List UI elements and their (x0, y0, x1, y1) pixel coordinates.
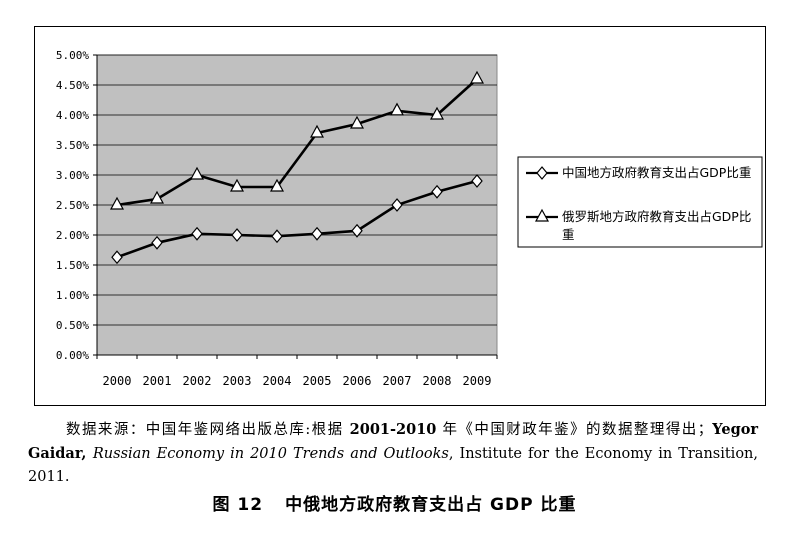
series-line-0 (116, 179, 478, 259)
data-point-1-8 (429, 106, 445, 120)
series-line-1 (116, 78, 478, 207)
legend-box (517, 156, 763, 248)
data-point-0-7 (391, 198, 403, 212)
source-tail: , Institute for the Economy in Transitio… (28, 446, 759, 485)
data-point-0-1 (151, 235, 163, 250)
source-author: Yegor Gaidar, (28, 421, 759, 462)
source-range: 2001-2010 (349, 421, 437, 438)
y-tick-label: 3.50% (56, 139, 89, 152)
figure-number: 图 12 (212, 495, 264, 515)
y-tick-label: 2.50% (56, 199, 89, 212)
x-tick-label: 2009 (463, 374, 492, 388)
legend-label-1: 俄罗斯地方政府教育支出占GDP比 (562, 209, 751, 224)
data-point-1-7 (389, 102, 405, 116)
data-point-0-3 (231, 228, 243, 242)
x-tick-label: 2005 (303, 374, 332, 388)
data-point-0-6 (351, 223, 363, 238)
data-point-0-5 (311, 226, 323, 241)
source-work: Russian Economy in 2010 Trends and Outlo… (92, 446, 449, 462)
data-point-0-9 (471, 174, 483, 188)
y-tick-label: 0.50% (56, 319, 89, 332)
source-lead: 数据来源：中国年鉴网络出版总库:根据 (66, 422, 350, 438)
x-tick-label: 2008 (423, 374, 452, 388)
x-tick-label: 2007 (383, 374, 412, 388)
y-tick-label: 1.50% (56, 259, 89, 272)
figure-title: 中俄地方政府教育支出占 GDP 比重 (285, 495, 577, 515)
data-point-1-2 (189, 166, 205, 180)
data-point-0-0 (111, 250, 123, 265)
legend-marker-0 (536, 166, 548, 180)
data-point-1-3 (229, 178, 245, 192)
chart-frame: 0.00% 0.50% 1.00% 1.50% 2.00% 2.50% 3.00% 3.50%… (34, 26, 766, 406)
data-point-1-4 (269, 178, 285, 192)
data-point-1-6 (349, 115, 365, 129)
y-tick-label: 4.50% (56, 79, 89, 92)
x-tick-label: 2004 (263, 374, 292, 388)
y-tick-label: 0.00% (56, 349, 89, 362)
y-tick-label: 1.00% (56, 289, 89, 302)
legend-label-0: 中国地方政府教育支出占GDP比重 (562, 165, 751, 180)
x-tick-label: 2002 (183, 374, 212, 388)
x-tick-label: 2001 (143, 374, 172, 388)
source-note: 数据来源：中国年鉴网络出版总库:根据 2001-2010 年《中国财政年鉴》的数… (28, 418, 758, 489)
source-mid: 年《中国财政年鉴》的数据整理得出； (436, 422, 713, 438)
x-tick-label: 2003 (223, 374, 252, 388)
y-tick-label: 2.00% (56, 229, 89, 242)
legend-marker-1 (534, 208, 550, 222)
y-tick-label: 3.00% (56, 169, 89, 182)
data-point-0-4 (271, 229, 283, 244)
data-point-1-5 (309, 124, 325, 138)
figure-caption: 图 12 中俄地方政府教育支出占 GDP 比重 (0, 490, 789, 515)
data-point-1-9 (469, 70, 485, 84)
legend-label-1-wrap: 重 (562, 227, 575, 242)
y-tick-label: 4.00% (56, 109, 89, 122)
line-chart: 0.00% 0.50% 1.00% 1.50% 2.00% 2.50% 3.00% 3.50%… (56, 49, 763, 388)
data-point-1-1 (149, 190, 165, 204)
y-tick-label: 5.00% (56, 49, 89, 62)
x-tick-label: 2006 (343, 374, 372, 388)
x-tick-label: 2000 (103, 374, 132, 388)
data-point-0-2 (191, 226, 203, 241)
data-point-0-8 (431, 184, 443, 199)
data-point-1-0 (109, 196, 125, 210)
